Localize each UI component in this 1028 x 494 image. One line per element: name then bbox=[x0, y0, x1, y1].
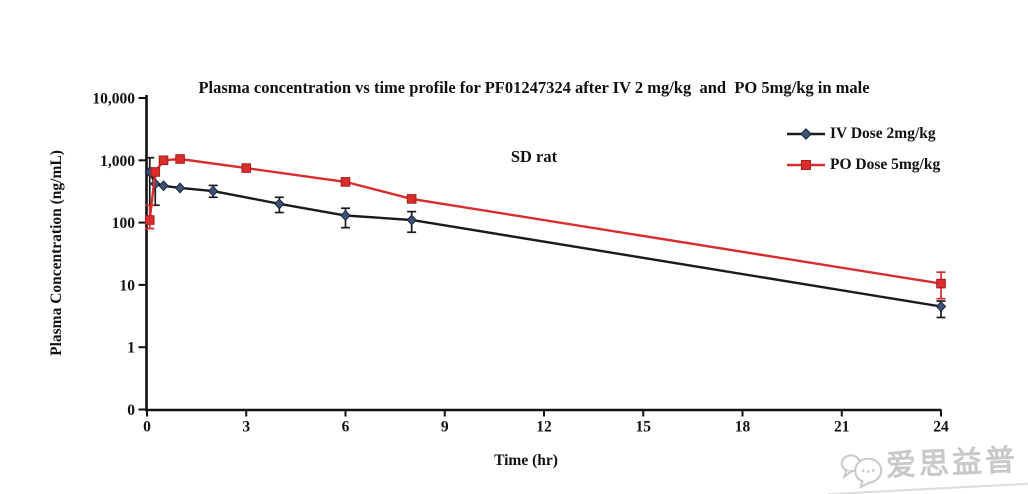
chart-title: Plasma concentration vs time profile for… bbox=[84, 30, 984, 214]
po-data-point bbox=[406, 194, 417, 204]
legend: IV Dose 2mg/kg PO Dose 5mg/kg bbox=[786, 122, 940, 184]
x-tick-label: 21 bbox=[834, 419, 850, 436]
po-data-point bbox=[175, 154, 185, 164]
chart-title-line1: Plasma concentration vs time profile for… bbox=[198, 78, 870, 97]
x-ticks: 0 3 6 9 12 15 18 21 24 bbox=[143, 410, 949, 436]
po-data-point bbox=[144, 215, 155, 225]
y-tick-label: 100 bbox=[112, 215, 136, 232]
y-tick-label: 10,000 bbox=[92, 91, 135, 108]
po-data-point bbox=[936, 278, 946, 289]
x-tick-label: 24 bbox=[933, 419, 949, 436]
watermark-text: 爱思益普 bbox=[885, 444, 1019, 483]
po-data-point bbox=[241, 163, 252, 173]
legend-label-iv: IV Dose 2mg/kg bbox=[830, 125, 936, 142]
x-tick-label: 12 bbox=[536, 419, 552, 436]
y-tick-label: 1,000 bbox=[100, 153, 135, 170]
watermark-logo-icon bbox=[840, 454, 883, 489]
iv-line-diamond-icon bbox=[787, 128, 825, 140]
watermark: 爱思益普 bbox=[837, 440, 1019, 490]
legend-item-iv: IV Dose 2mg/kg bbox=[786, 122, 940, 146]
y-tick-label: 1 bbox=[127, 340, 135, 357]
iv-data-point bbox=[935, 300, 947, 313]
po-data-point bbox=[158, 155, 169, 166]
po-data-point bbox=[150, 167, 161, 177]
legend-label-po: PO Dose 5mg/kg bbox=[830, 156, 941, 173]
iv-data-point bbox=[340, 209, 351, 222]
x-tick-label: 9 bbox=[441, 419, 449, 436]
x-tick-label: 6 bbox=[342, 419, 350, 436]
x-axis-label: Time (hr) bbox=[494, 452, 558, 469]
po-line-square-icon bbox=[787, 160, 825, 170]
po-series bbox=[144, 154, 946, 300]
iv-data-point bbox=[207, 185, 219, 197]
iv-data-point bbox=[158, 180, 169, 192]
iv-data-point bbox=[174, 182, 186, 194]
x-tick-label: 0 bbox=[143, 419, 151, 436]
chart-title-line2: SD rat bbox=[510, 147, 558, 166]
iv-data-point bbox=[406, 214, 417, 226]
x-tick-label: 15 bbox=[636, 419, 652, 436]
iv-data-point bbox=[274, 198, 285, 210]
po-data-point bbox=[340, 177, 351, 187]
iv-line bbox=[148, 171, 942, 308]
x-tick-label: 18 bbox=[735, 419, 751, 436]
y-tick-label: 10 bbox=[120, 277, 136, 294]
iv-series bbox=[144, 156, 947, 319]
x-tick-label: 3 bbox=[242, 419, 250, 436]
y-tick-label: 0 bbox=[127, 402, 135, 419]
legend-item-po: PO Dose 5mg/kg bbox=[786, 153, 940, 177]
